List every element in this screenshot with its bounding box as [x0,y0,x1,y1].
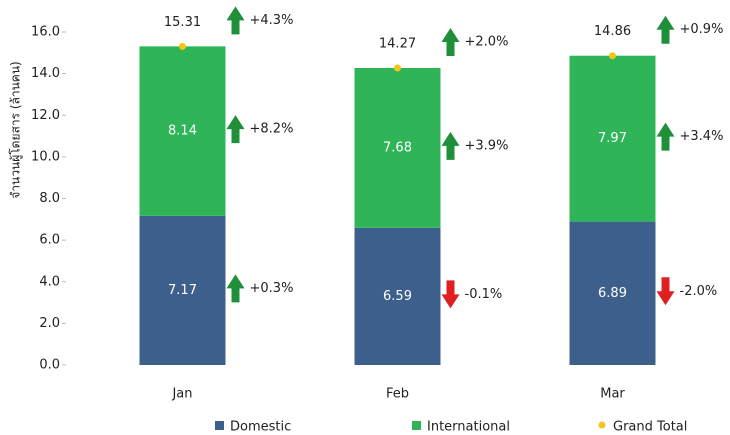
y-tick-label: 2.0 [39,316,60,331]
change-label: +0.3% [250,281,294,296]
change-label: +4.3% [250,13,294,28]
legend-label: Domestic [230,420,291,435]
change-label: +8.2% [250,122,294,137]
total-label: 14.27 [379,37,416,52]
legend-marker [215,421,224,430]
y-tick-label: 6.0 [39,233,60,248]
x-tick-label: Feb [386,387,409,402]
change-label: -2.0% [680,284,718,299]
value-label: 8.14 [168,124,197,139]
x-tick-label: Mar [600,387,625,402]
arrow-up [442,132,460,160]
y-tick-label: 12.0 [31,108,60,123]
arrow-up [227,274,245,302]
legend-marker [412,421,421,430]
chart: จำนวนผู้โดยสาร (ล้านคน) 0.0 2.0 4.0 6.0 8.0 1… [0,0,730,435]
legend-label: International [427,420,510,435]
y-tick-label: 8.0 [39,191,60,206]
change-label: +3.9% [465,138,509,153]
arrow-up [227,6,245,34]
total-dot [609,52,616,59]
total-label: 14.86 [594,24,631,39]
arrow-down [657,277,675,305]
total-dot [394,65,401,72]
total-label: 15.31 [164,15,201,30]
change-label: +0.9% [680,22,724,37]
y-tick-label: 10.0 [31,149,60,164]
value-label: 6.59 [383,289,412,304]
x-tick-label: Jan [171,387,192,402]
value-label: 6.89 [598,286,627,301]
legend-label: Grand Total [613,420,687,435]
arrow-up [442,28,460,56]
y-tick-label: 16.0 [31,25,60,40]
arrow-up [227,115,245,143]
y-tick-label: 0.0 [39,358,60,373]
arrow-up [657,123,675,151]
total-dot [179,43,186,50]
change-label: +2.0% [465,35,509,50]
change-label: +3.4% [680,129,724,144]
y-axis-label: จำนวนผู้โดยสาร (ล้านคน) [9,61,24,198]
y-tick-label: 14.0 [31,66,60,81]
value-label: 7.68 [383,140,412,155]
change-label: -0.1% [465,287,503,302]
y-tick-label: 4.0 [39,274,60,289]
value-label: 7.17 [168,283,197,298]
legend-marker [599,422,606,429]
arrow-down [442,280,460,308]
arrow-up [657,16,675,44]
value-label: 7.97 [598,131,627,146]
